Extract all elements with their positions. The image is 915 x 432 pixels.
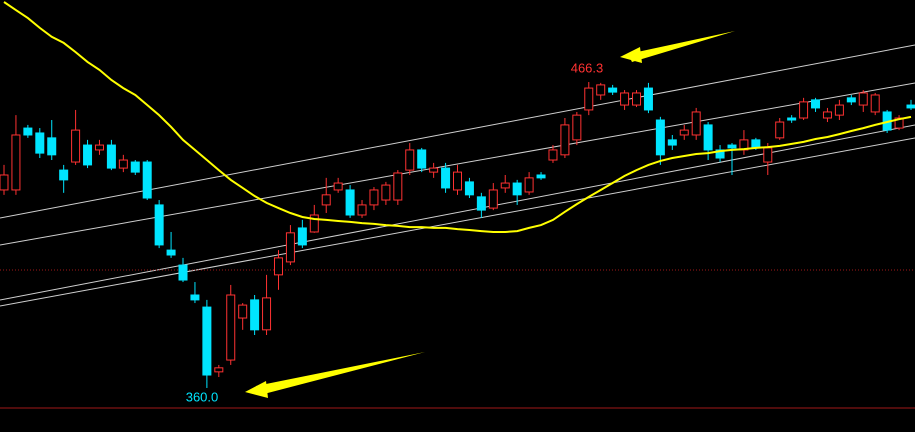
candle-body — [273, 257, 283, 276]
candle-body — [166, 249, 176, 256]
candle-body — [321, 194, 331, 206]
candle-body — [393, 172, 403, 201]
candle-body — [71, 129, 81, 163]
candle-body — [703, 124, 713, 151]
candle-body — [822, 111, 832, 119]
trend-line — [0, 44, 915, 219]
candle-body — [381, 184, 391, 201]
candle-body — [285, 232, 295, 263]
plot — [0, 1, 915, 388]
candle-body — [870, 94, 880, 113]
candle-body — [727, 144, 737, 149]
candle-body — [608, 87, 618, 93]
candle-body — [906, 104, 915, 109]
arrow-head — [245, 381, 268, 398]
candle-body — [858, 92, 868, 106]
arrow — [256, 352, 425, 395]
candle-body — [894, 117, 904, 129]
candle-body — [118, 159, 128, 169]
candle-body — [130, 161, 140, 173]
candle-body — [655, 119, 665, 156]
candle-body — [11, 134, 21, 191]
candle-body — [787, 117, 797, 121]
candle-body — [178, 264, 188, 281]
candle-body — [453, 171, 462, 191]
candle-body — [94, 144, 104, 151]
candle-body — [632, 92, 642, 106]
moving-average — [3, 1, 912, 233]
candle-body — [572, 114, 582, 141]
candle-body — [59, 169, 69, 181]
candle-body — [464, 181, 474, 196]
candle-body — [35, 132, 45, 154]
candle-body — [202, 306, 212, 376]
candle-body — [142, 161, 152, 199]
candle-body — [238, 304, 248, 319]
candle-body — [297, 227, 307, 246]
candle-body — [679, 129, 689, 136]
candle-body — [488, 189, 498, 209]
candle-body — [0, 174, 9, 191]
candle-body — [643, 87, 653, 111]
low-label: 360.0 — [186, 389, 219, 404]
high-label: 466.3 — [571, 60, 604, 75]
candle-body — [333, 182, 343, 191]
candle-body — [775, 121, 785, 139]
candle-body — [596, 84, 606, 96]
candle-body — [476, 196, 486, 211]
candle-body — [23, 127, 33, 136]
trend-line — [0, 137, 915, 307]
candle-body — [799, 101, 809, 119]
candle-body — [536, 174, 546, 179]
candle-body — [512, 182, 522, 196]
candle-body — [83, 144, 93, 166]
candle-body — [405, 149, 415, 171]
candle-body — [357, 204, 367, 216]
candle-body — [763, 147, 773, 163]
candle-body — [214, 367, 224, 373]
candle-body — [369, 189, 379, 206]
candle-body — [811, 99, 821, 109]
candle-body — [846, 97, 856, 103]
candle-body — [226, 294, 236, 361]
candle-body — [429, 167, 439, 173]
arrow — [628, 31, 735, 62]
candle-body — [620, 92, 630, 106]
candle-body — [417, 149, 427, 169]
candle-body — [548, 149, 558, 161]
trend-line — [0, 82, 915, 246]
candle-body — [560, 124, 570, 156]
candle-body — [190, 294, 200, 301]
trend-line — [0, 124, 915, 301]
candle-body — [106, 144, 116, 169]
candle-body — [834, 104, 844, 116]
candle-body — [345, 189, 355, 216]
candle-body — [262, 297, 272, 331]
candle-body — [309, 214, 319, 233]
arrow-head — [620, 47, 642, 63]
candle-body — [715, 149, 725, 159]
candle-body — [584, 87, 594, 111]
candle-body — [250, 299, 260, 331]
candle-body — [691, 111, 701, 136]
candle-body — [47, 137, 57, 156]
candle-body — [154, 204, 164, 246]
candle-body — [524, 177, 534, 193]
candle-body — [500, 182, 510, 189]
candle-body — [667, 139, 677, 146]
candle-body — [441, 167, 451, 189]
channel-lines — [0, 44, 915, 307]
